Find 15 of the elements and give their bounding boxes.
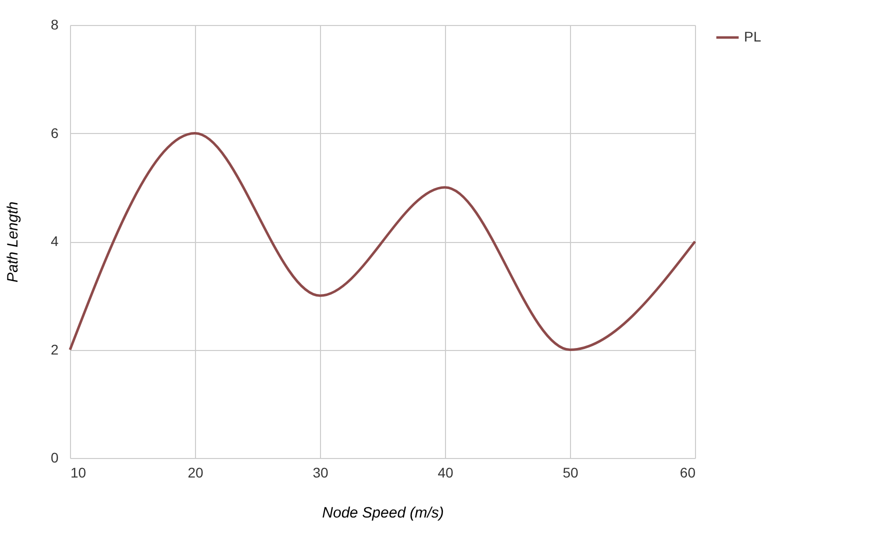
line-series	[68, 132, 696, 351]
legend-label: PL	[744, 28, 762, 44]
y-tick-label: 6	[50, 124, 59, 141]
x-tick-label: 20	[188, 464, 204, 480]
x-tick-label: 30	[312, 464, 328, 480]
y-axis-title: Path Length	[4, 202, 22, 282]
x-axis-title: Node Speed (m/s)	[322, 504, 444, 522]
y-tick-label: 8	[50, 16, 59, 32]
x-tick-label: 10	[70, 464, 86, 480]
y-tick-label: 4	[50, 233, 59, 249]
y-tick-label: 0	[50, 450, 59, 466]
y-tick-label: 2	[50, 341, 59, 358]
x-tick-label: 50	[562, 464, 578, 480]
x-tick-label: 60	[680, 464, 696, 480]
x-tick-label: 40	[438, 464, 454, 480]
